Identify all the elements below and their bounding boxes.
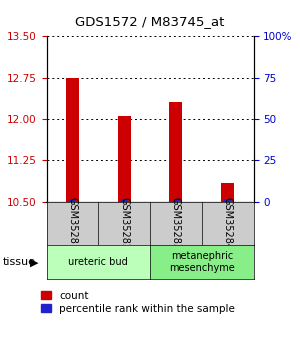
Bar	[69, 198, 76, 202]
Bar	[121, 198, 128, 202]
Legend: count, percentile rank within the sample: count, percentile rank within the sample	[41, 291, 235, 314]
Text: tissue: tissue	[3, 257, 36, 267]
Text: metanephric
mesenchyme: metanephric mesenchyme	[169, 252, 235, 273]
Bar	[169, 102, 182, 202]
Text: GSM35282: GSM35282	[119, 197, 129, 250]
Text: GSM35283: GSM35283	[171, 197, 181, 250]
Text: GDS1572 / M83745_at: GDS1572 / M83745_at	[75, 16, 225, 29]
Text: ▶: ▶	[30, 257, 39, 267]
Bar	[224, 198, 231, 202]
Text: GSM35281: GSM35281	[68, 197, 77, 250]
Text: GSM35284: GSM35284	[223, 197, 232, 250]
Text: ureteric bud: ureteric bud	[68, 257, 128, 267]
Bar	[172, 198, 179, 202]
Bar	[118, 116, 130, 202]
Bar	[221, 183, 234, 202]
Bar	[66, 78, 79, 202]
